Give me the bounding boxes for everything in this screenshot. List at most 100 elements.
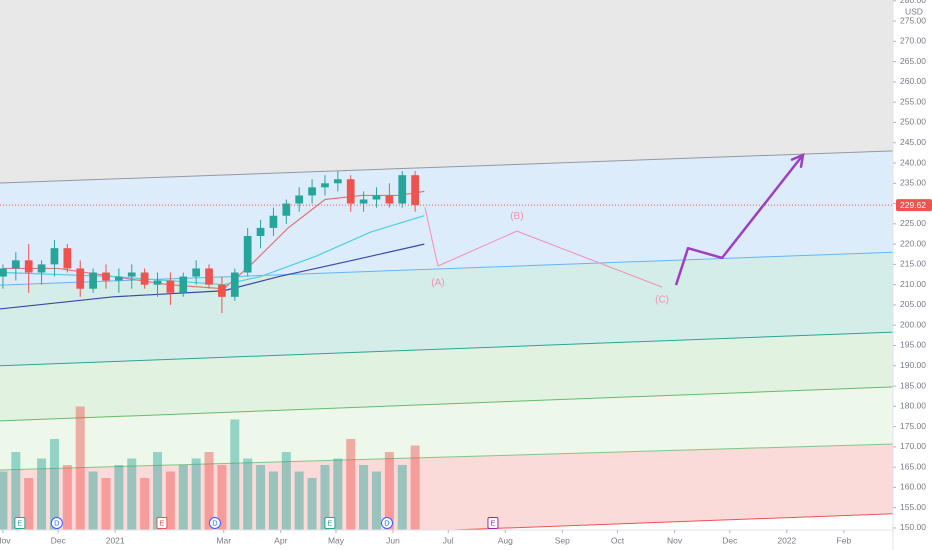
- event-marker: [156, 517, 168, 529]
- y-tick-label: 270.00: [900, 36, 926, 46]
- y-tick-label: 255.00: [900, 96, 926, 106]
- volume-bar: [75, 406, 85, 530]
- candle-body: [398, 175, 407, 204]
- candle-body: [372, 195, 381, 200]
- x-tick-label: May: [328, 535, 345, 545]
- candle-body: [385, 195, 394, 204]
- x-tick-label: 2021: [106, 535, 125, 545]
- y-tick-label: 160.00: [900, 482, 926, 492]
- candle-body: [230, 272, 239, 297]
- event-marker: [50, 517, 63, 529]
- y-tick-label: 250.00: [900, 117, 926, 127]
- y-tick-label: 265.00: [900, 56, 926, 66]
- channel-band-below: [0, 513, 893, 530]
- wave-label: (A): [431, 278, 444, 289]
- candle-body: [140, 272, 149, 285]
- abc-projection: [424, 207, 663, 288]
- candle-body: [192, 268, 201, 277]
- channel-band: [0, 332, 893, 421]
- candle-body: [89, 272, 97, 289]
- volume-bar: [127, 458, 137, 530]
- event-label: E: [490, 518, 495, 527]
- volume-bar: [37, 458, 47, 530]
- volume-bar: [114, 465, 124, 530]
- impulse-projection: [674, 154, 805, 286]
- volume-bar: [11, 452, 21, 530]
- wave-label: (B): [510, 211, 523, 222]
- volume-bar: [204, 452, 214, 530]
- x-tick-label: Sep: [555, 535, 570, 545]
- event-marker: [380, 517, 393, 529]
- x-tick-label: Feb: [837, 535, 852, 545]
- volume-bar: [178, 465, 188, 530]
- x-tick-label: Nov: [667, 535, 683, 545]
- x-tick-label: Dec: [51, 535, 67, 545]
- x-tick-label: Nov: [0, 535, 11, 545]
- event-label: E: [17, 518, 22, 527]
- volume-bar: [101, 478, 111, 530]
- volume-bar: [49, 439, 59, 530]
- volume-bar: [153, 452, 163, 530]
- last-price-badge: [896, 199, 932, 212]
- y-tick-label: 260.00: [900, 76, 926, 86]
- y-tick-label: 205.00: [900, 299, 926, 309]
- volume-bar: [320, 465, 330, 530]
- volume-bar: [307, 478, 317, 530]
- volume-bar: [62, 465, 72, 530]
- candle-body: [76, 268, 85, 289]
- candle-body: [346, 179, 355, 204]
- channel-line: [0, 150, 893, 184]
- channel-band: [0, 252, 893, 366]
- y-tick-label: 210.00: [900, 279, 926, 289]
- candle-body: [243, 236, 252, 273]
- event-label: E: [159, 518, 164, 527]
- volume-bar: [0, 471, 8, 530]
- candle-body: [321, 183, 329, 188]
- x-tick-label: Jul: [443, 535, 454, 545]
- arrow-head: [790, 152, 805, 168]
- candle-body: [50, 248, 59, 265]
- volume-bar: [294, 471, 304, 530]
- event-marker: [208, 517, 221, 529]
- moving-average: [0, 243, 425, 310]
- y-tick-label: 195.00: [900, 340, 926, 350]
- volume-bar: [268, 471, 278, 530]
- volume-bar: [140, 478, 150, 530]
- volume-bar: [410, 445, 420, 530]
- y-tick-label: 215.00: [900, 259, 926, 269]
- volume-bar: [346, 439, 356, 530]
- x-tick-label: Jun: [386, 535, 400, 545]
- candle-body: [359, 199, 368, 204]
- y-tick-label: 225.00: [900, 218, 926, 228]
- event-label: E: [327, 518, 332, 527]
- candle-body: [295, 195, 304, 204]
- y-tick-label: 185.00: [900, 380, 926, 390]
- volume-bar: [359, 465, 369, 530]
- event-label: D: [384, 518, 390, 527]
- channel-band: [0, 444, 893, 530]
- event-label: D: [54, 518, 60, 527]
- candle-body: [205, 268, 213, 285]
- x-tick-label: Aug: [498, 535, 513, 545]
- volume-bar: [217, 465, 227, 530]
- y-tick-label: 235.00: [900, 178, 926, 188]
- y-tick-label: 245.00: [900, 137, 926, 147]
- candle-body: [0, 268, 7, 277]
- x-tick-label: Oct: [611, 535, 625, 545]
- candle-body: [63, 248, 72, 269]
- channel-line: [0, 386, 893, 422]
- candle-body: [179, 276, 188, 293]
- candle-body: [256, 227, 265, 237]
- y-tick-label: 280.00: [900, 0, 926, 5]
- y-tick-label: 170.00: [900, 441, 926, 451]
- candle-body: [115, 276, 123, 281]
- candle-body: [282, 203, 291, 216]
- volume-bar: [88, 471, 98, 530]
- volume-bar: [243, 458, 253, 530]
- volume-bar: [397, 465, 407, 530]
- volume-bar: [281, 452, 291, 530]
- channel-line: [438, 513, 893, 530]
- candle-body: [333, 179, 342, 184]
- volume-bar: [230, 419, 240, 530]
